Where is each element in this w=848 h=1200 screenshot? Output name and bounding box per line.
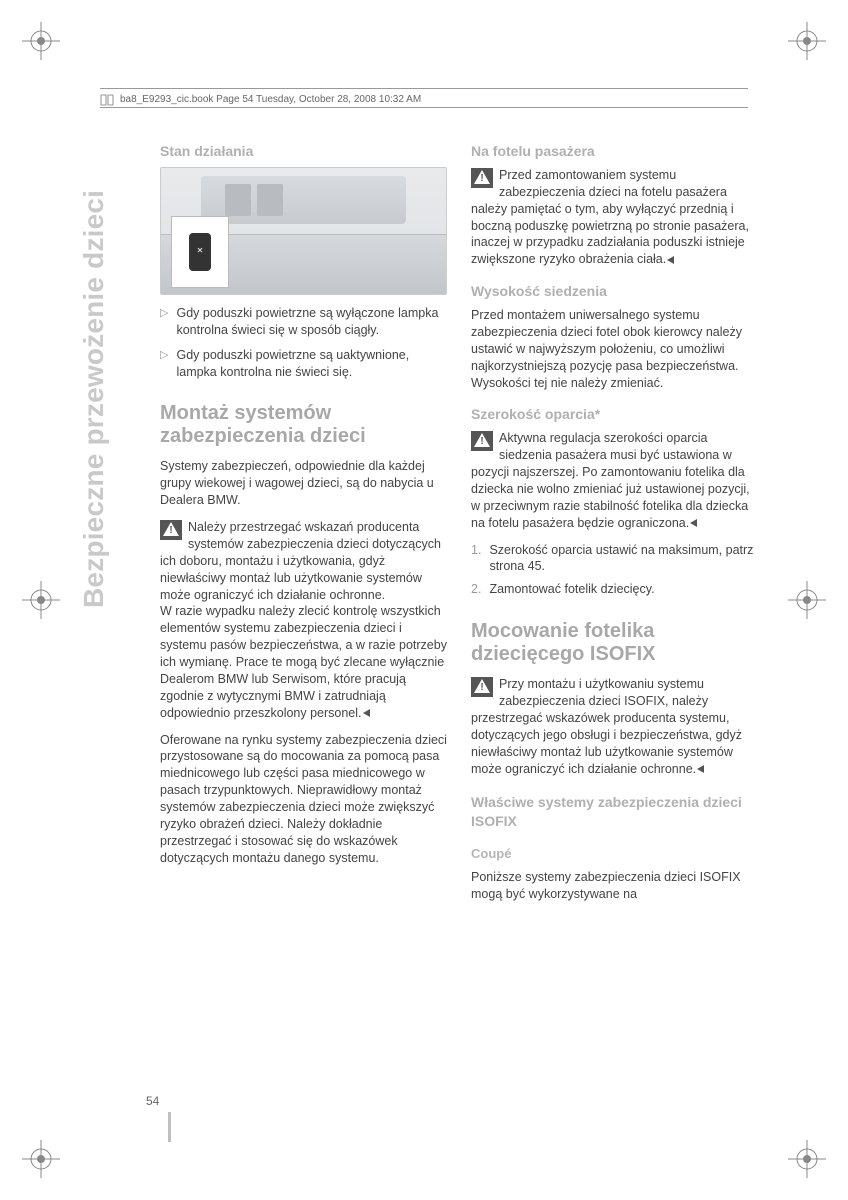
warning-block: Należy przestrzegać wskazań producenta s…	[160, 519, 447, 722]
heading-isofix: Mocowanie fotelika dziecięcego ISOFIX	[471, 620, 758, 666]
body-text: Poniższe systemy zabezpieczenia dzieci I…	[471, 869, 758, 903]
warning-icon	[160, 520, 182, 540]
dashboard-figure: ✕	[160, 167, 447, 295]
warning-block: Przed zamontowaniem systemu zabezpieczen…	[471, 167, 758, 268]
end-mark-icon	[697, 765, 704, 773]
heading-wlasciwe: Właściwe systemy zabezpieczenia dzieci I…	[471, 793, 758, 831]
side-chapter-title: Bezpieczne przewożenie dzieci	[78, 190, 110, 608]
heading-stan: Stan działania	[160, 142, 447, 161]
warning-block: Aktywna regulacja szerokości oparcia sie…	[471, 430, 758, 531]
warning-icon	[471, 677, 493, 697]
right-column: Na fotelu pasażera Przed zamontowaniem s…	[471, 142, 758, 1070]
body-text: Oferowane na rynku systemy zabezpieczeni…	[160, 732, 447, 867]
crop-mark-icon	[788, 1140, 826, 1178]
page-header: ba8_E9293_cic.book Page 54 Tuesday, Octo…	[100, 88, 748, 108]
step-text: Zamontować fotelik dziecięcy.	[489, 581, 654, 598]
left-column: Stan działania ✕ ▷ Gdy poduszki powietrz…	[160, 142, 447, 1070]
warning-text: Aktywna regulacja szerokości oparcia sie…	[471, 431, 750, 529]
warning-block: Przy montażu i użytkowaniu systemu zabez…	[471, 676, 758, 777]
heading-szerokosc: Szerokość oparcia*	[471, 405, 758, 424]
heading-montaz: Montaż systemów zabezpieczenia dzieci	[160, 402, 447, 448]
warning-text-cont: W razie wypadku należy zlecić kontrolę w…	[160, 604, 447, 719]
body-text: Systemy zabezpieczeń, odpowiednie dla ka…	[160, 458, 447, 509]
warning-text: Przy montażu i użytkowaniu systemu zabez…	[471, 677, 742, 775]
indicator-lamp-icon: ✕	[189, 233, 211, 271]
triangle-bullet-icon: ▷	[160, 305, 168, 339]
page-number: 54	[146, 1094, 159, 1108]
heading-wysokosc: Wysokość siedzenia	[471, 282, 758, 301]
triangle-bullet-icon: ▷	[160, 347, 168, 381]
heading-coupe: Coupé	[471, 845, 758, 863]
end-mark-icon	[667, 256, 674, 264]
warning-text: Należy przestrzegać wskazań producenta s…	[160, 520, 441, 602]
warning-text: Przed zamontowaniem systemu zabezpieczen…	[471, 168, 749, 266]
crop-mark-icon	[788, 22, 826, 60]
list-item: Zamontować fotelik dziecięcy.	[471, 581, 758, 598]
end-mark-icon	[363, 709, 370, 717]
list-item: Szerokość oparcia ustawić na maksimum, p…	[471, 542, 758, 576]
bullet-text: Gdy poduszki powietrzne są uaktywnione, …	[176, 347, 447, 381]
book-icon	[100, 94, 114, 106]
body-text: Przed montażem uniwersalnego systemu zab…	[471, 307, 758, 391]
warning-icon	[471, 431, 493, 451]
page-content: Stan działania ✕ ▷ Gdy poduszki powietrz…	[160, 142, 758, 1070]
bullet-list: ▷ Gdy poduszki powietrzne są wyłączone l…	[160, 305, 447, 381]
list-item: ▷ Gdy poduszki powietrzne są wyłączone l…	[160, 305, 447, 339]
step-text: Szerokość oparcia ustawić na maksimum, p…	[489, 542, 758, 576]
warning-icon	[471, 168, 493, 188]
page-marker-bar	[168, 1112, 171, 1142]
crop-mark-icon	[22, 581, 60, 619]
header-text: ba8_E9293_cic.book Page 54 Tuesday, Octo…	[120, 94, 421, 105]
crop-mark-icon	[22, 1140, 60, 1178]
numbered-list: Szerokość oparcia ustawić na maksimum, p…	[471, 542, 758, 599]
heading-fotelu: Na fotelu pasażera	[471, 142, 758, 161]
crop-mark-icon	[22, 22, 60, 60]
end-mark-icon	[690, 519, 697, 527]
crop-mark-icon	[788, 581, 826, 619]
list-item: ▷ Gdy poduszki powietrzne są uaktywnione…	[160, 347, 447, 381]
bullet-text: Gdy poduszki powietrzne są wyłączone lam…	[176, 305, 447, 339]
